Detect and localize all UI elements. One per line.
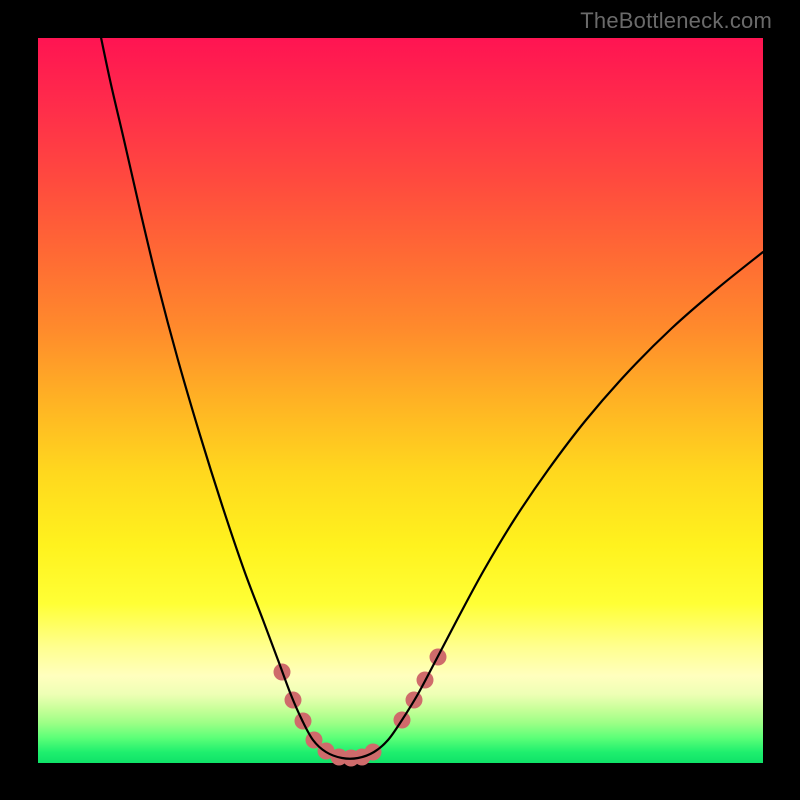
- plot-area: [38, 38, 763, 763]
- watermark-text: TheBottleneck.com: [580, 8, 772, 34]
- chart-container: TheBottleneck.com: [0, 0, 800, 800]
